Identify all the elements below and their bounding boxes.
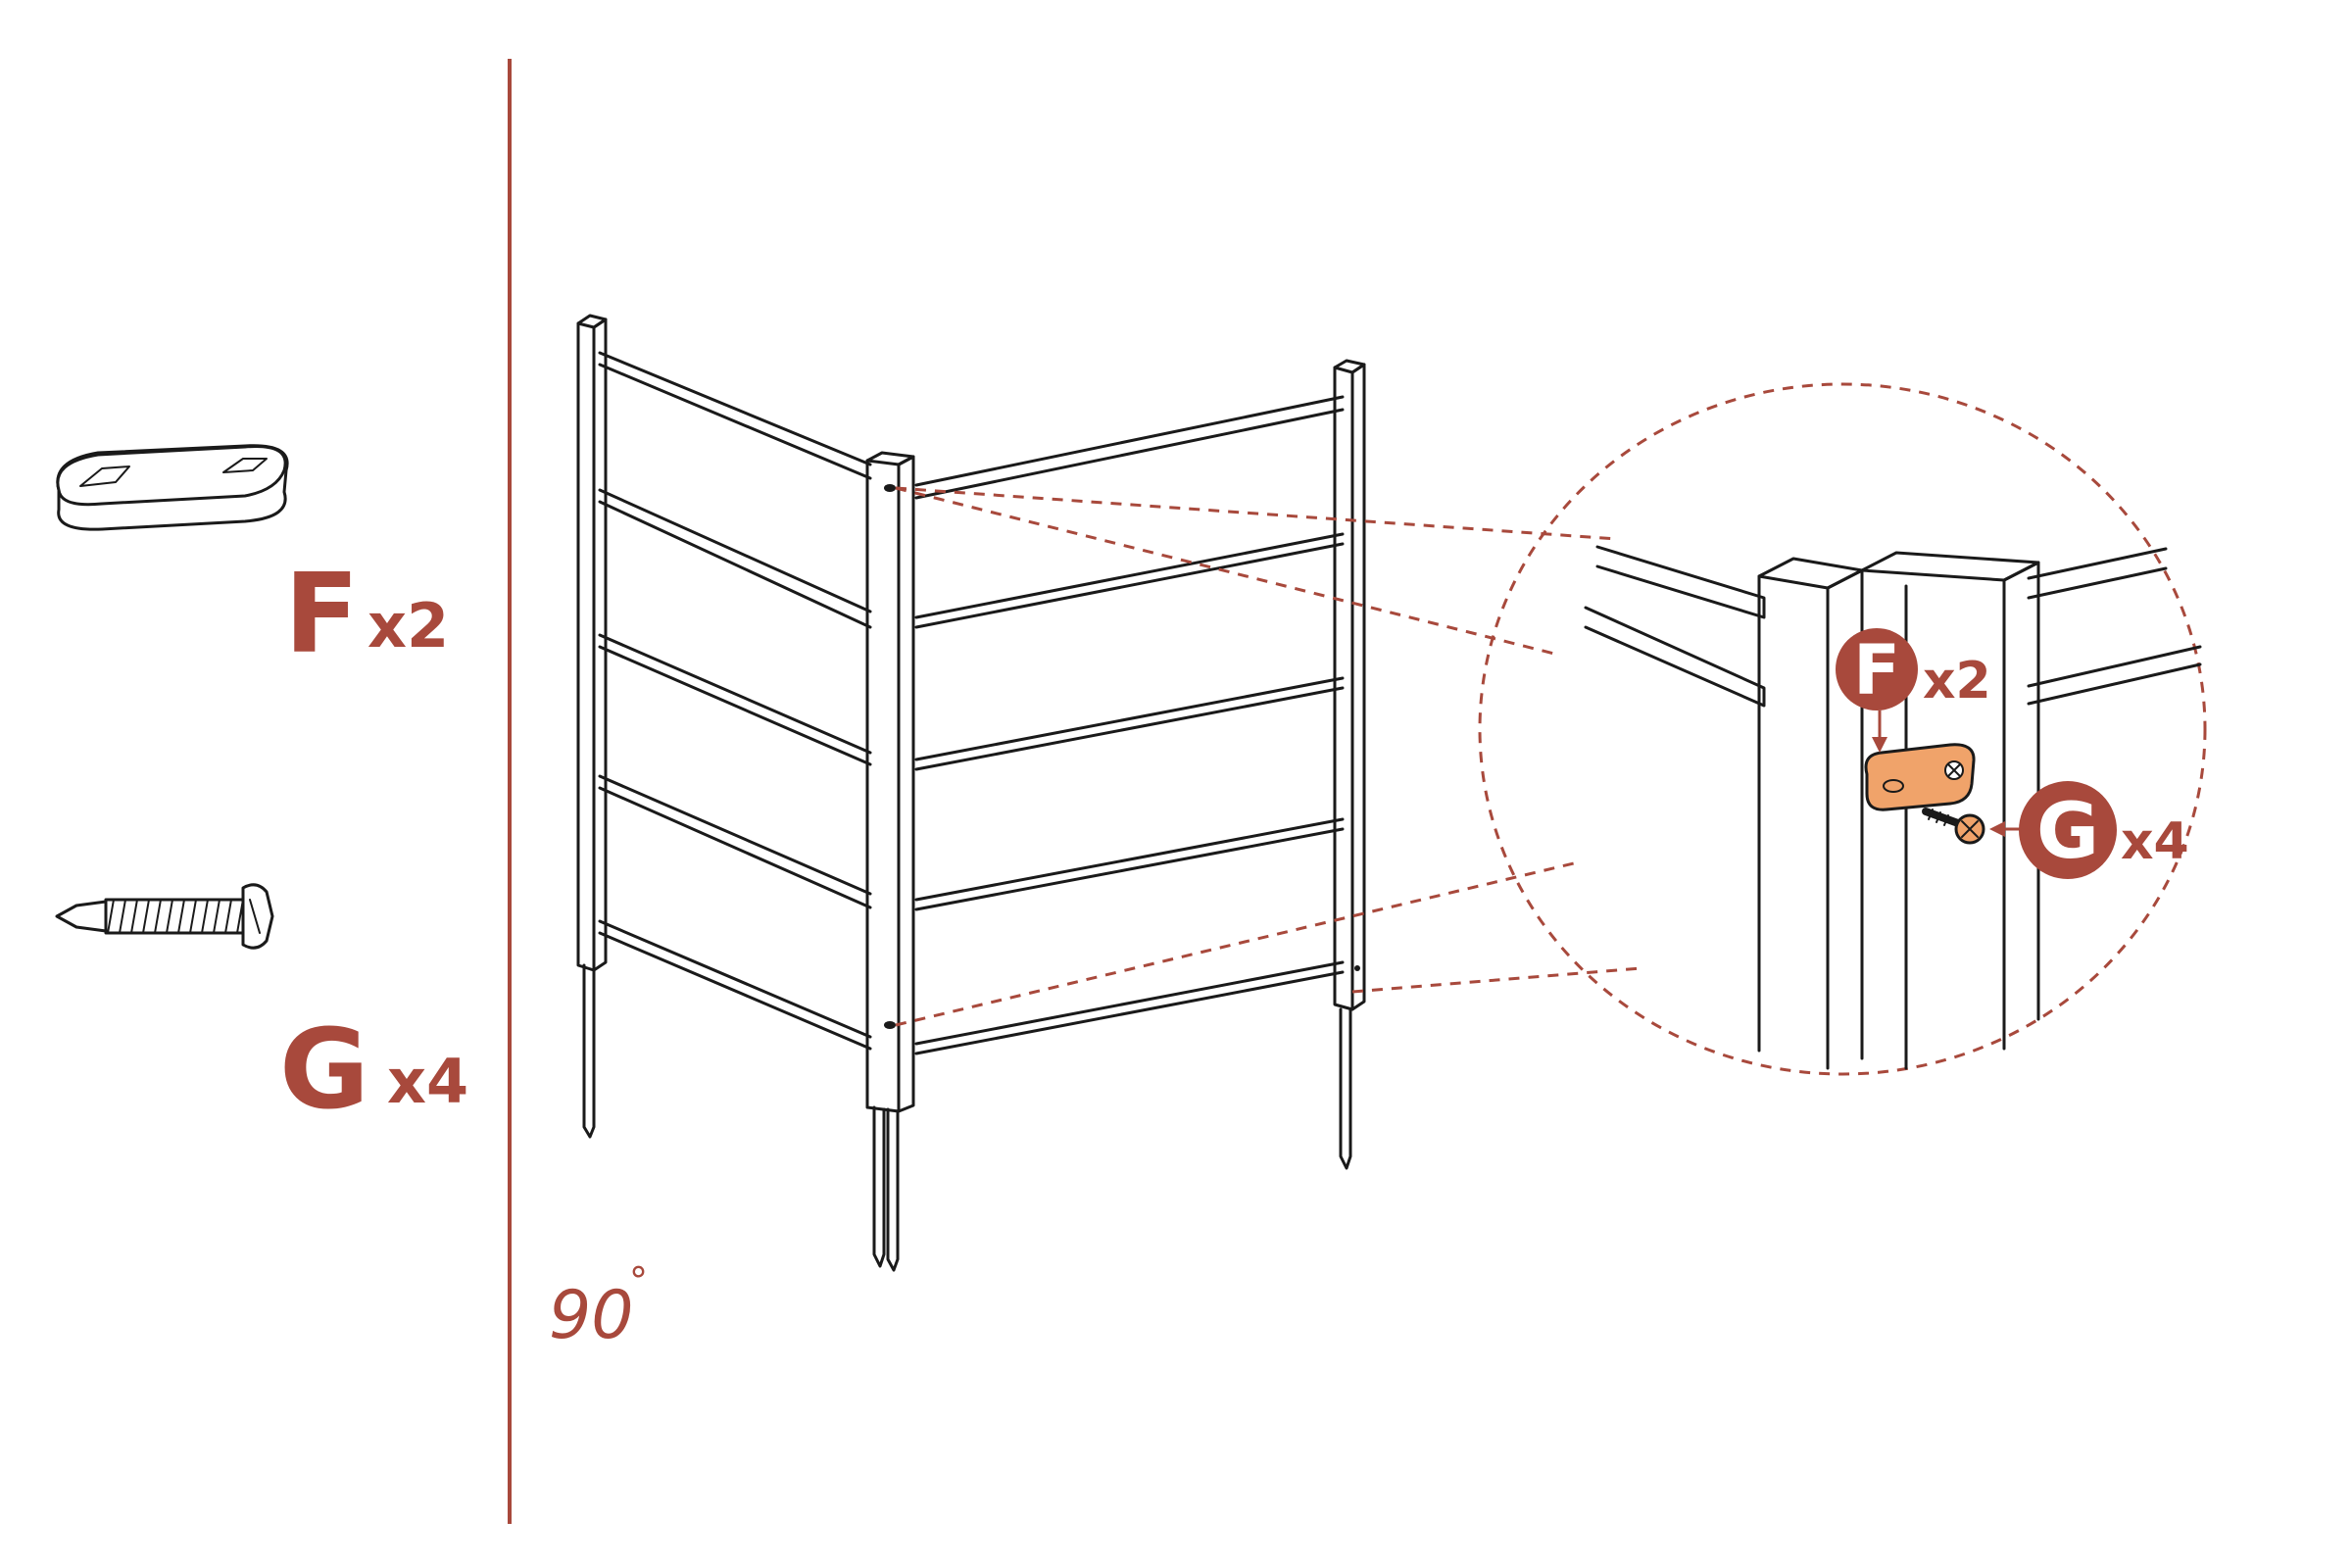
angle-label: 90 ° [549,1259,648,1354]
self-drilling-screw-icon [55,883,274,950]
callout-g-quantity: x4 [2121,812,2189,871]
parts-list: F x2 G x4 [55,444,468,1134]
detail-rails [1584,545,2202,708]
callout-g-letter: G [2036,788,2099,876]
connector-plate-icon [56,444,289,531]
detail-connector-plate [1864,743,1976,811]
part-f-quantity: x2 [368,590,449,662]
callout-f-badge [1836,628,1918,710]
part-g-label: G x4 [279,1006,468,1134]
magnifier-circle [1478,382,2207,1076]
left-end-post [576,314,608,1139]
fence-assembly [576,314,1366,1272]
callout-g: G x4 [2019,781,2189,879]
part-f-label: F x2 [284,551,449,678]
detail-magnifier: F x2 G x4 [1478,382,2207,1076]
callout-f: F x2 [1836,628,1991,710]
detail-post-left [1757,557,1864,1070]
callout-lines [895,486,1642,1027]
callout-g-badge [2019,781,2117,879]
angle-value: 90 [549,1277,634,1354]
detail-post-right [1860,551,2040,1070]
right-end-post [1333,359,1366,1170]
angle-unit: ° [629,1259,648,1302]
left-panel [598,351,872,1051]
part-f-letter: F [284,551,360,678]
callout-f-letter: F [1853,630,1900,710]
right-panel [914,395,1345,1055]
callout-f-quantity: x2 [1923,652,1991,710]
corner-post [865,451,915,1272]
part-g-quantity: x4 [387,1046,468,1117]
part-g-letter: G [279,1006,369,1134]
detail-screw [1922,808,1985,845]
